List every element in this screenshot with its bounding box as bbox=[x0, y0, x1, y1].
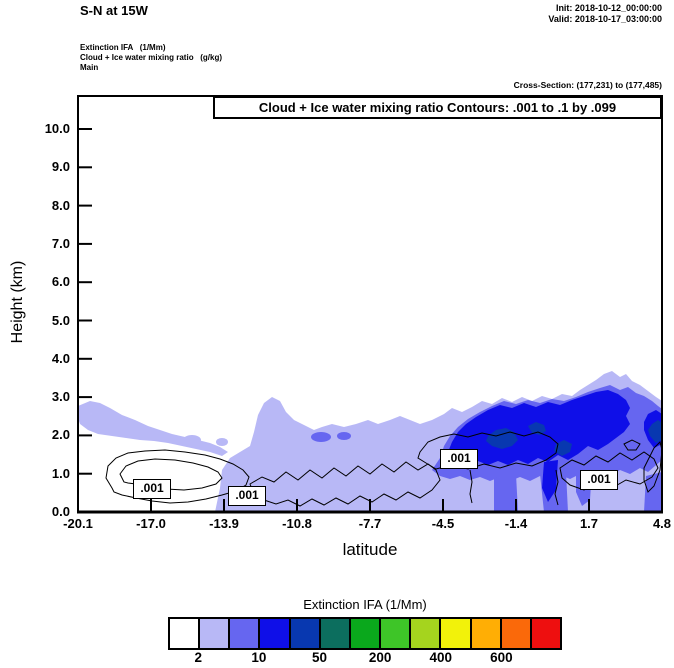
x-tick-label: -1.4 bbox=[504, 516, 528, 531]
legend-line-domain: Main bbox=[80, 63, 99, 72]
colorbar-cell bbox=[531, 619, 561, 648]
y-tick-label: 4.0 bbox=[51, 350, 70, 366]
colorbar-cell bbox=[381, 619, 412, 648]
colorbar bbox=[168, 617, 562, 650]
fill-region bbox=[486, 428, 518, 449]
contour-label-box: .001 bbox=[133, 479, 171, 499]
fill-region bbox=[183, 435, 201, 445]
contour-line bbox=[249, 461, 441, 507]
colorbar-cell bbox=[170, 619, 201, 648]
colorbar-cell bbox=[441, 619, 472, 648]
fill-region bbox=[648, 420, 662, 443]
contour-label-box: .001 bbox=[228, 486, 266, 506]
contour-line bbox=[559, 451, 659, 491]
colorbar-cell bbox=[200, 619, 231, 648]
colorbar-tick-label: 400 bbox=[429, 650, 453, 665]
cloud-water-contour-lines bbox=[105, 431, 662, 507]
contour-label-box: .001 bbox=[580, 470, 618, 490]
y-tick-label: 6.0 bbox=[51, 274, 70, 290]
colorbar-cell bbox=[501, 619, 532, 648]
x-tick-label: 4.8 bbox=[652, 516, 672, 531]
x-tick-label: -17.0 bbox=[136, 516, 166, 531]
x-tick-label: -10.8 bbox=[282, 516, 312, 531]
fill-region bbox=[78, 401, 228, 456]
fill-region bbox=[528, 422, 546, 435]
fill-region bbox=[337, 432, 351, 440]
legend-line-extinction: Extinction IFA (1/Mm) bbox=[80, 43, 166, 52]
contour-info-banner: Cloud + Ice water mixing ratio Contours:… bbox=[213, 96, 662, 119]
page-title: S-N at 15W bbox=[80, 3, 148, 18]
contour-label-box: .001 bbox=[440, 449, 478, 469]
y-tick-label: 5.0 bbox=[51, 312, 70, 328]
y-tick-label: 8.0 bbox=[51, 197, 70, 213]
valid-time: Valid: 2018-10-17_03:00:00 bbox=[548, 14, 662, 24]
filled-contour-regions bbox=[78, 371, 662, 512]
colorbar-cell bbox=[260, 619, 291, 648]
y-tick-label: 9.0 bbox=[51, 159, 70, 175]
x-tick-label: 1.7 bbox=[579, 516, 599, 531]
contour-line bbox=[469, 469, 473, 504]
fill-region bbox=[216, 438, 228, 446]
y-tick-label: 1.0 bbox=[51, 465, 70, 481]
y-tick-label: 3.0 bbox=[51, 389, 70, 405]
x-tick-label: -4.5 bbox=[431, 516, 455, 531]
colorbar-cell bbox=[471, 619, 502, 648]
cross-section-coordinates: Cross-Section: (177,231) to (177,485) bbox=[513, 80, 662, 90]
colorbar-cell bbox=[290, 619, 321, 648]
fill-region bbox=[644, 472, 662, 512]
field-legend-block: Extinction IFA (1/Mm) Cloud + Ice water … bbox=[80, 43, 222, 73]
contour-line bbox=[643, 441, 662, 493]
fill-region bbox=[311, 432, 331, 442]
colorbar-tick-label: 50 bbox=[312, 650, 328, 665]
colorbar-cell bbox=[230, 619, 261, 648]
y-tick-label: 10.0 bbox=[44, 121, 70, 136]
colorbar-tick-label: 200 bbox=[368, 650, 392, 665]
colorbar-cell bbox=[411, 619, 442, 648]
x-tick-label: -7.7 bbox=[358, 516, 382, 531]
fill-region bbox=[542, 460, 558, 502]
colorbar-cell bbox=[320, 619, 351, 648]
contour-line bbox=[105, 449, 250, 504]
colorbar-cell bbox=[350, 619, 382, 648]
contour-line bbox=[554, 469, 559, 506]
colorbar-tick-label: 10 bbox=[251, 650, 267, 665]
y-tick-label: 7.0 bbox=[51, 235, 70, 251]
colorbar-tick-label: 2 bbox=[194, 650, 203, 665]
x-tick-label: -20.1 bbox=[63, 516, 93, 531]
legend-line-mixing-ratio: Cloud + Ice water mixing ratio (g/kg) bbox=[80, 53, 223, 62]
run-timestamps: Init: 2018-10-12_00:00:00 Valid: 2018-10… bbox=[548, 3, 662, 25]
fill-region bbox=[494, 474, 518, 512]
contour-line bbox=[623, 439, 641, 451]
y-tick-label: 2.0 bbox=[51, 427, 70, 443]
x-axis-title: latitude bbox=[342, 540, 398, 559]
colorbar-title: Extinction IFA (1/Mm) bbox=[303, 597, 427, 612]
y-tick-label: 0.0 bbox=[51, 504, 70, 519]
colorbar-tick-label: 600 bbox=[490, 650, 513, 665]
init-time: Init: 2018-10-12_00:00:00 bbox=[555, 3, 662, 13]
x-tick-label: -13.9 bbox=[209, 516, 239, 531]
